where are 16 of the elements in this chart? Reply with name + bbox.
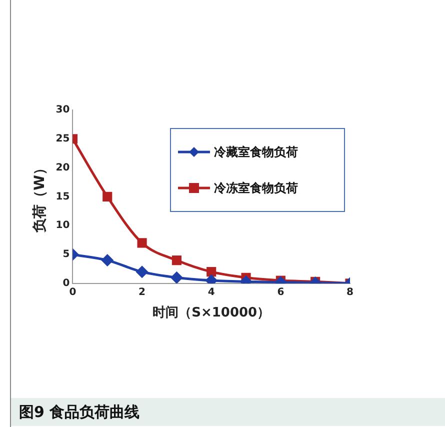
x-tick-label: 2: [138, 286, 146, 298]
y-tick-label: 20: [56, 162, 70, 174]
y-axis-title: 负荷（W）: [32, 160, 48, 234]
x-tick-label: 6: [277, 286, 284, 298]
y-tick-label: 30: [56, 104, 70, 116]
x-axis-title: 时间（S×10000）: [152, 306, 270, 321]
legend-label: 冷冻室食物负荷: [214, 180, 298, 196]
y-tick-label: 25: [56, 133, 70, 144]
caption: 图9 食品负荷曲线: [11, 398, 445, 426]
x-tick-label: 8: [346, 286, 354, 298]
y-tick-label: 15: [56, 191, 70, 202]
y-tick-label: 10: [56, 220, 70, 232]
y-tick-label: 5: [62, 249, 70, 260]
y-tick-label: 0: [62, 278, 70, 289]
x-tick-label: 4: [208, 286, 215, 298]
legend-label: 冷藏室食物负荷: [214, 144, 298, 160]
